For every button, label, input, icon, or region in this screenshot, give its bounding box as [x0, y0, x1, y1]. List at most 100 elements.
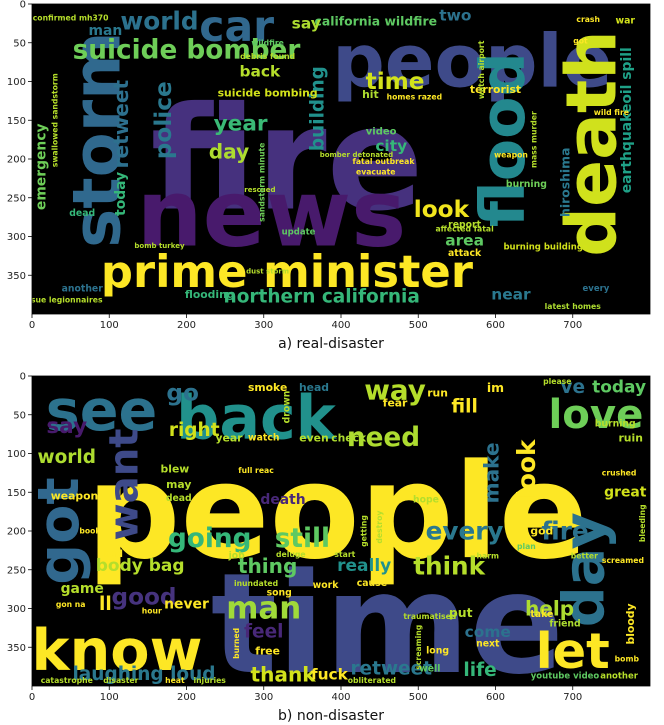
- y-tick-label: 200: [7, 527, 26, 538]
- word: need: [347, 423, 420, 453]
- word: long: [426, 646, 449, 657]
- word: way: [364, 373, 426, 406]
- word: year: [214, 112, 268, 137]
- y-tick-label: 0: [20, 0, 26, 11]
- word: injuries: [193, 676, 226, 685]
- word: blew: [161, 463, 190, 476]
- word: let: [536, 622, 610, 680]
- word: area: [445, 231, 484, 249]
- y-tick-label: 100: [7, 449, 26, 460]
- word: god: [530, 525, 553, 538]
- word: retweet: [109, 79, 133, 168]
- word: day: [551, 512, 617, 627]
- word: see: [46, 378, 158, 444]
- word: may: [166, 478, 191, 491]
- word: evacuate: [356, 168, 396, 177]
- word: another: [62, 284, 104, 295]
- y-tick-label: 50: [13, 410, 26, 421]
- word: near: [491, 286, 531, 304]
- word: world: [38, 447, 97, 468]
- word: every: [426, 517, 504, 546]
- y-tick-label: 200: [7, 155, 26, 166]
- word: book: [79, 527, 101, 536]
- word: help: [525, 597, 574, 621]
- x-tick-label: 300: [254, 692, 273, 703]
- word: ll: [99, 594, 112, 615]
- word: burning: [506, 179, 547, 190]
- word: video: [366, 126, 397, 137]
- word: check: [331, 432, 367, 445]
- word: sandstorm minute: [258, 143, 267, 222]
- x-tick-label: 0: [29, 692, 35, 703]
- word: report: [448, 219, 482, 230]
- word: two: [439, 7, 471, 25]
- word: emergency: [33, 123, 49, 210]
- y-tick-label: 300: [7, 232, 26, 243]
- word: sue legionnaires: [31, 296, 103, 305]
- word: fill: [451, 397, 477, 418]
- word: job: [228, 550, 246, 561]
- y-tick-label: 50: [13, 38, 26, 49]
- word: smoke: [248, 381, 287, 394]
- word: burning buildings: [503, 242, 588, 252]
- word: watch: [248, 433, 279, 444]
- word: fear: [383, 397, 408, 410]
- y-tick-label: 350: [7, 643, 26, 654]
- word: heat: [165, 676, 185, 685]
- word: life: [463, 660, 496, 681]
- word: got: [26, 477, 92, 585]
- word: catastrophe: [41, 676, 93, 685]
- word: swallowed sandstorm: [51, 73, 60, 167]
- word: think: [413, 551, 485, 580]
- word: time: [211, 543, 564, 705]
- y-tick-label: 100: [7, 77, 26, 88]
- word: city: [375, 137, 407, 155]
- word: terrorist: [470, 83, 521, 96]
- word: hope: [413, 495, 439, 506]
- word: run: [427, 387, 448, 400]
- y-tick-label: 150: [7, 488, 26, 499]
- word: bomb turkey: [134, 242, 185, 250]
- x-tick-label: 600: [486, 692, 505, 703]
- word: look: [414, 196, 470, 223]
- word: song: [267, 588, 292, 599]
- word: car: [199, 3, 274, 52]
- x-tick-label: 100: [100, 692, 119, 703]
- word: screaming: [414, 625, 423, 670]
- word: disaster: [103, 676, 138, 685]
- word: update: [282, 228, 316, 238]
- word: well: [419, 663, 440, 674]
- x-tick-label: 100: [100, 320, 119, 331]
- word: every: [583, 284, 610, 294]
- word: friend: [549, 619, 580, 630]
- word: drown: [281, 391, 292, 424]
- word: dead: [69, 208, 95, 219]
- x-tick-label: 700: [563, 320, 582, 331]
- word: make: [480, 442, 504, 503]
- x-tick-label: 200: [177, 320, 196, 331]
- word: obliterated: [348, 676, 396, 685]
- word: crushed: [602, 468, 637, 477]
- x-tick-label: 400: [331, 692, 350, 703]
- word: body bag: [96, 556, 185, 576]
- plot-background: [32, 376, 650, 686]
- y-tick-label: 300: [7, 604, 26, 615]
- word: hour: [142, 606, 162, 615]
- word: day: [209, 139, 249, 163]
- word: mass murder: [530, 111, 539, 168]
- word: death: [260, 492, 305, 508]
- word: rescued: [244, 186, 275, 194]
- word: full reac: [238, 466, 274, 475]
- word: wild fire: [594, 108, 629, 117]
- word: fuck: [311, 665, 349, 683]
- word: earthquakeoil spill: [619, 47, 635, 193]
- word: burning: [595, 419, 636, 430]
- word: dead: [166, 493, 192, 504]
- word: say: [46, 414, 87, 439]
- word: destroy: [375, 511, 384, 544]
- x-tick-label: 700: [563, 692, 582, 703]
- word: start: [334, 550, 355, 559]
- word: still: [275, 524, 330, 554]
